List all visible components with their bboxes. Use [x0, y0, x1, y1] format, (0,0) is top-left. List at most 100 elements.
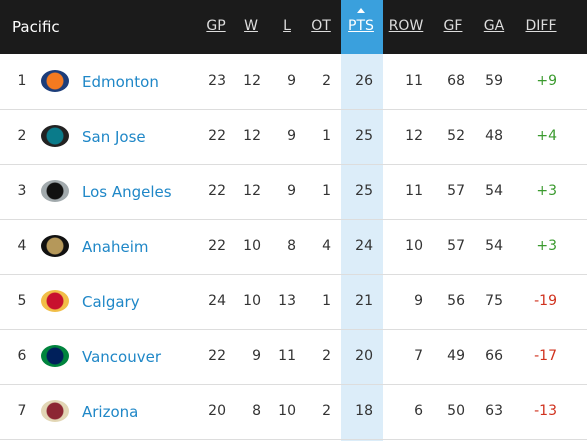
rank: 4	[17, 238, 27, 254]
column-header[interactable]: L	[283, 18, 291, 34]
stat-value: 13	[278, 293, 296, 309]
row-divider	[0, 384, 587, 385]
team-name[interactable]: Calgary	[82, 293, 140, 311]
stat-value: 2	[322, 348, 331, 364]
stat-value: 26	[355, 73, 373, 89]
stat-value: 50	[447, 403, 465, 419]
stat-value: 22	[208, 348, 226, 364]
stat-value: 1	[322, 293, 331, 309]
sort-indicator	[357, 8, 365, 13]
team-logo	[41, 345, 69, 367]
stat-value: 2	[322, 73, 331, 89]
diff-value: -13	[534, 403, 557, 419]
stat-value: 7	[414, 348, 423, 364]
column-header[interactable]: GP	[206, 18, 226, 34]
stat-value: 12	[243, 183, 261, 199]
team-logo	[41, 180, 69, 202]
stat-value: 52	[447, 128, 465, 144]
stat-value: 2	[322, 403, 331, 419]
team-name[interactable]: Edmonton	[82, 73, 159, 91]
stat-value: 57	[447, 238, 465, 254]
stat-value: 9	[252, 348, 261, 364]
stat-value: 22	[208, 183, 226, 199]
stat-value: 10	[243, 238, 261, 254]
diff-value: +4	[536, 128, 557, 144]
column-header[interactable]: W	[244, 18, 258, 34]
stat-value: 10	[405, 238, 423, 254]
stat-value: 48	[485, 128, 503, 144]
stat-value: 1	[322, 128, 331, 144]
team-name[interactable]: Vancouver	[82, 348, 161, 366]
division-title: Pacific	[12, 18, 60, 36]
stat-value: 75	[485, 293, 503, 309]
column-header[interactable]: PTS	[348, 18, 374, 34]
stat-value: 11	[405, 73, 423, 89]
stat-value: 9	[287, 128, 296, 144]
stat-value: 1	[322, 183, 331, 199]
stat-value: 54	[485, 238, 503, 254]
pts-highlight	[341, 0, 383, 441]
rank: 1	[17, 73, 27, 89]
column-header[interactable]: ROW	[388, 18, 424, 34]
stat-value: 11	[278, 348, 296, 364]
row-divider	[0, 109, 587, 110]
stat-value: 10	[278, 403, 296, 419]
stat-value: 12	[243, 128, 261, 144]
diff-value: +3	[536, 238, 557, 254]
stat-value: 11	[405, 183, 423, 199]
stat-value: 10	[243, 293, 261, 309]
stat-value: 6	[414, 403, 423, 419]
stat-value: 20	[355, 348, 373, 364]
team-name[interactable]: San Jose	[82, 128, 146, 146]
stat-value: 18	[355, 403, 373, 419]
stat-value: 66	[485, 348, 503, 364]
stat-value: 49	[447, 348, 465, 364]
stat-value: 12	[405, 128, 423, 144]
team-name[interactable]: Los Angeles	[82, 183, 172, 201]
rank: 7	[17, 403, 27, 419]
diff-value: -17	[534, 348, 557, 364]
diff-value: +3	[536, 183, 557, 199]
team-logo	[41, 235, 69, 257]
team-logo	[41, 290, 69, 312]
column-header[interactable]: DIFF	[525, 18, 557, 34]
stat-value: 56	[447, 293, 465, 309]
stat-value: 22	[208, 238, 226, 254]
stat-value: 9	[287, 183, 296, 199]
team-logo	[41, 125, 69, 147]
column-header[interactable]: GF	[443, 18, 463, 34]
row-divider	[0, 274, 587, 275]
stat-value: 23	[208, 73, 226, 89]
stat-value: 8	[287, 238, 296, 254]
rank: 5	[17, 293, 27, 309]
team-logo	[41, 70, 69, 92]
column-header[interactable]: GA	[483, 18, 505, 34]
team-logo	[41, 400, 69, 422]
column-header[interactable]: OT	[311, 18, 331, 34]
stat-value: 25	[355, 183, 373, 199]
stat-value: 25	[355, 128, 373, 144]
stat-value: 54	[485, 183, 503, 199]
stat-value: 9	[414, 293, 423, 309]
header-bar	[0, 0, 587, 54]
rank: 6	[17, 348, 27, 364]
row-divider	[0, 329, 587, 330]
stat-value: 4	[322, 238, 331, 254]
stat-value: 24	[355, 238, 373, 254]
stat-value: 63	[485, 403, 503, 419]
diff-value: -19	[534, 293, 557, 309]
rank: 3	[17, 183, 27, 199]
stat-value: 57	[447, 183, 465, 199]
stat-value: 59	[485, 73, 503, 89]
stat-value: 24	[208, 293, 226, 309]
stat-value: 12	[243, 73, 261, 89]
row-divider	[0, 439, 587, 440]
team-name[interactable]: Anaheim	[82, 238, 149, 256]
stat-value: 21	[355, 293, 373, 309]
stat-value: 68	[447, 73, 465, 89]
stat-value: 22	[208, 128, 226, 144]
row-divider	[0, 164, 587, 165]
team-name[interactable]: Arizona	[82, 403, 139, 421]
stat-value: 9	[287, 73, 296, 89]
